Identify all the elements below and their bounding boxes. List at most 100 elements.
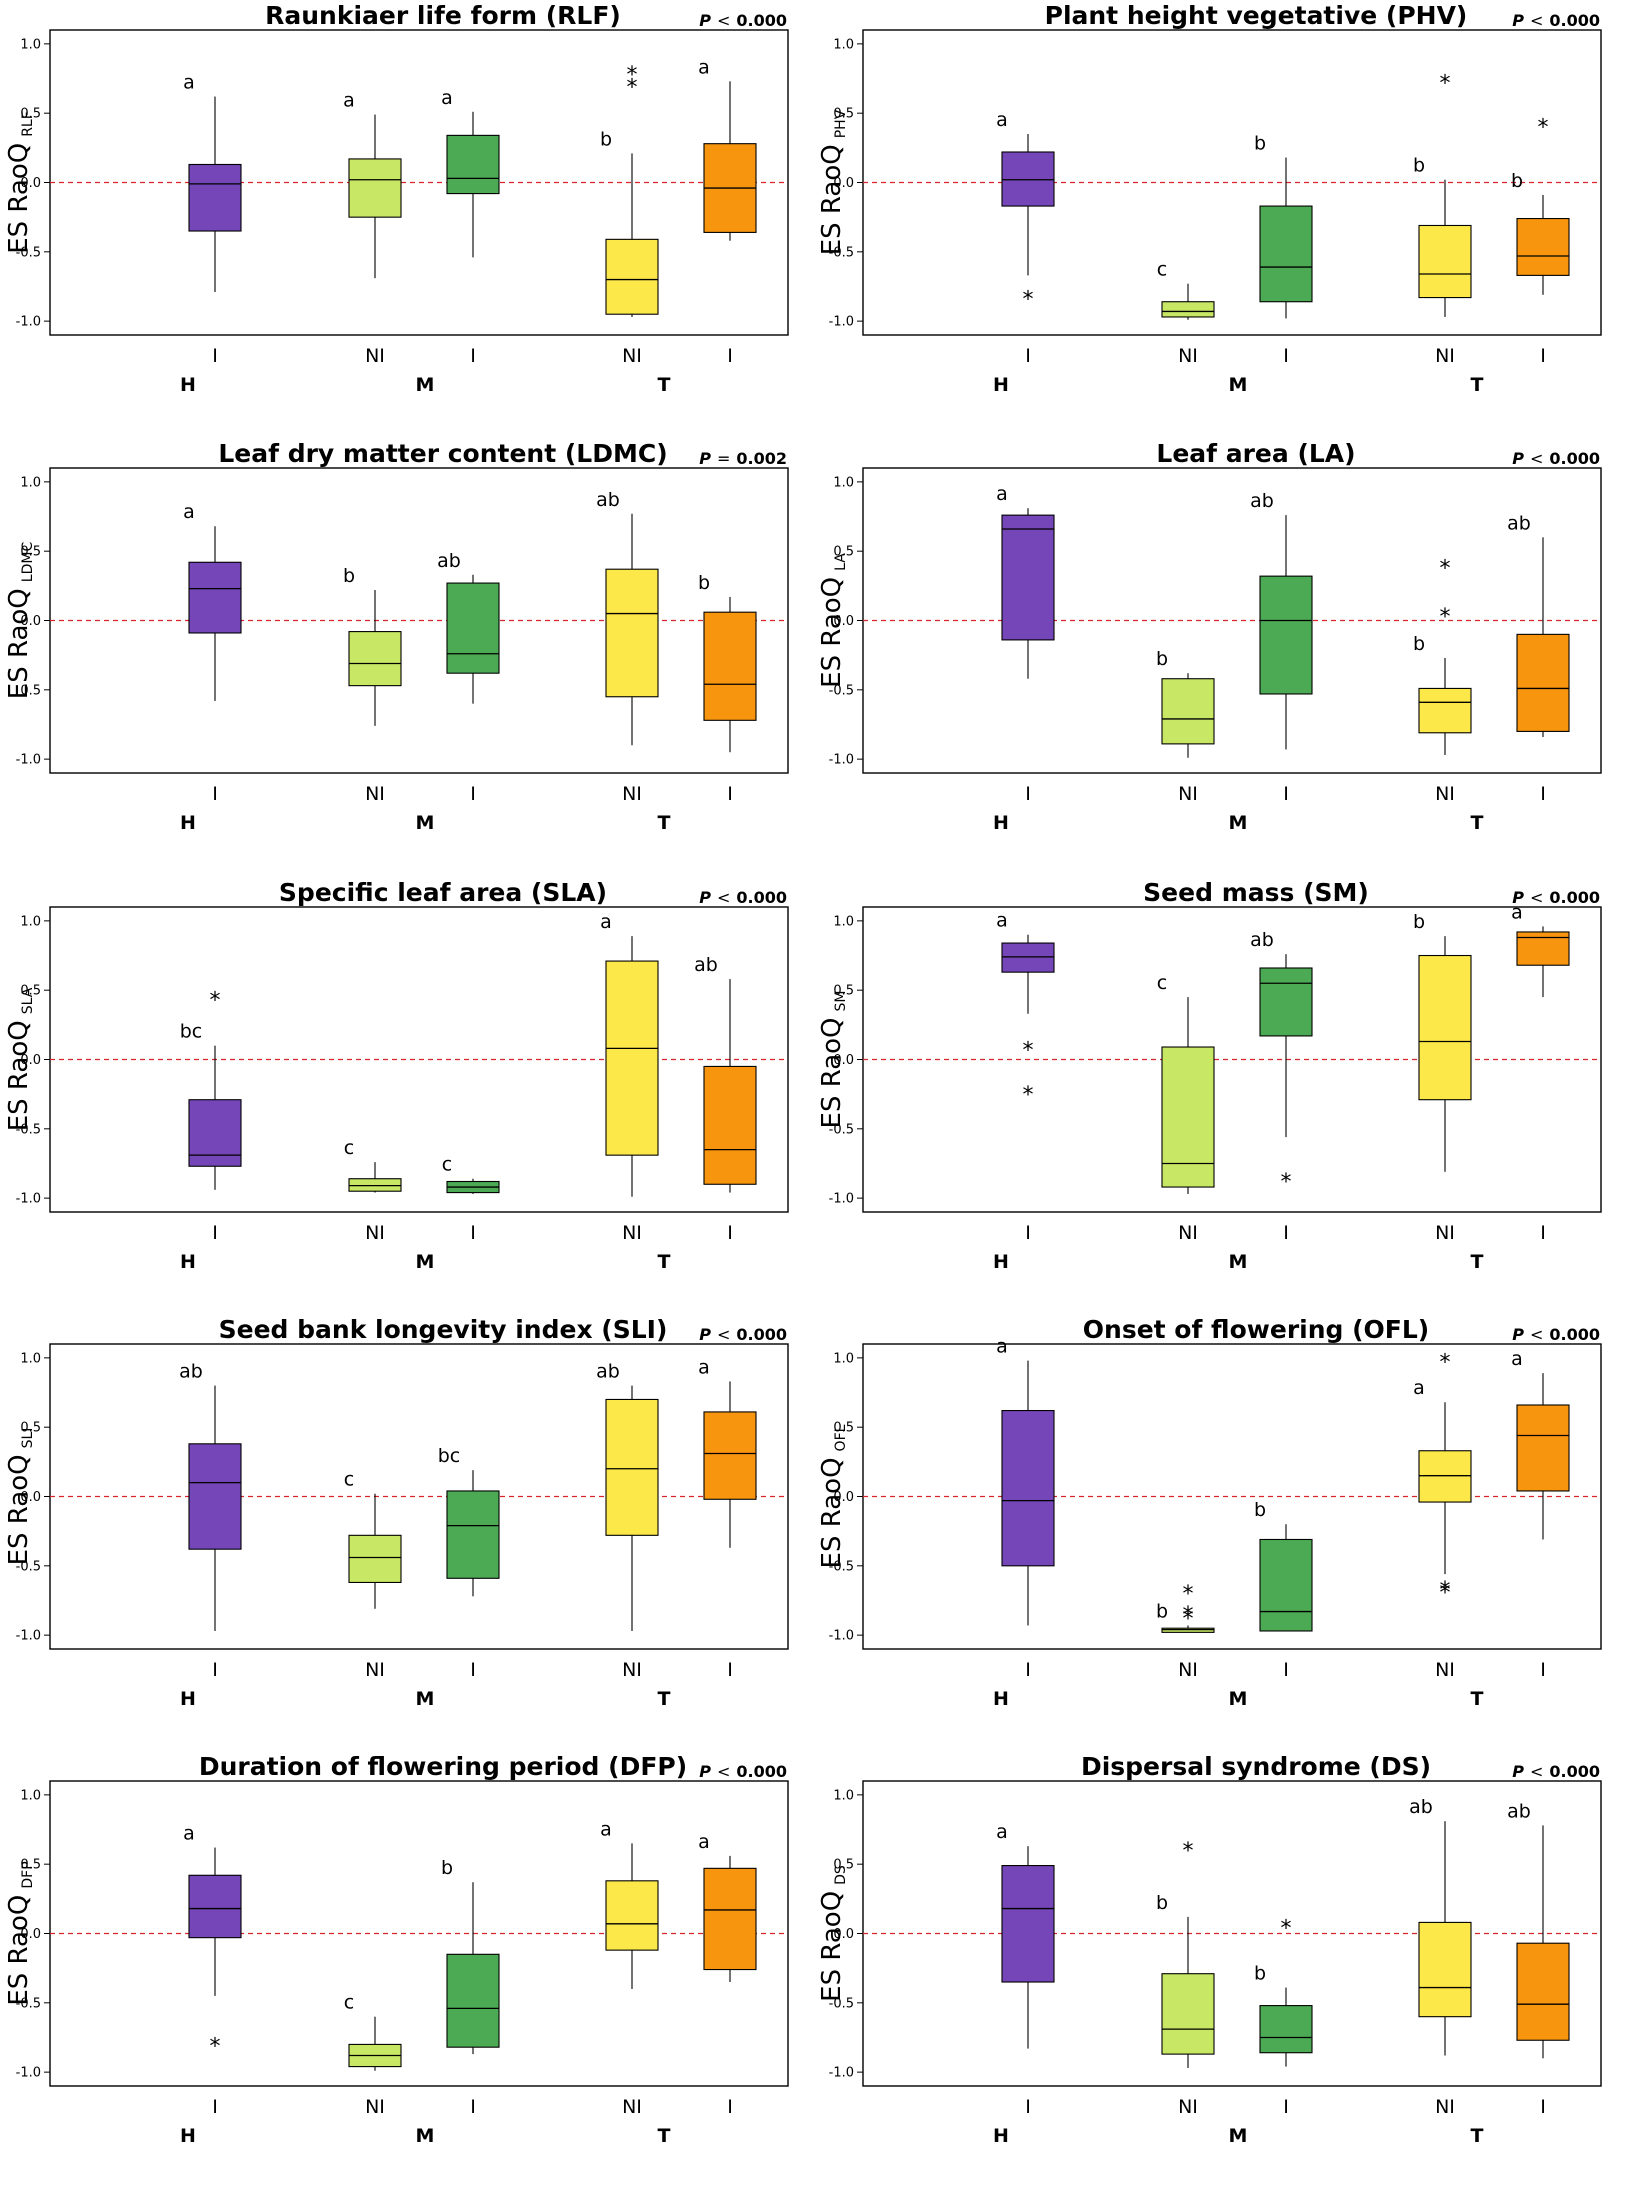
box-body bbox=[1001, 942, 1055, 973]
significance-letter: a bbox=[698, 1831, 710, 1853]
significance-letter: b bbox=[600, 128, 612, 150]
x-tick-label: NI bbox=[365, 783, 385, 805]
p-value-number: 0.000 bbox=[1549, 1762, 1600, 1781]
x-tick-label: I bbox=[1540, 1659, 1546, 1681]
box-body bbox=[188, 1443, 242, 1550]
p-value-number: 0.000 bbox=[736, 1762, 787, 1781]
y-tick-label: -1.0 bbox=[829, 315, 854, 330]
group-label: H bbox=[180, 374, 196, 396]
box-H-I: * bc bbox=[180, 989, 242, 1190]
outlier-marker: * bbox=[1183, 1582, 1194, 1607]
box-body bbox=[1001, 1865, 1055, 1983]
x-tick-label: NI bbox=[1435, 1659, 1455, 1681]
x-tick-label: NI bbox=[1178, 2096, 1198, 2118]
y-axis-label-main: ES RaoQ bbox=[817, 1891, 847, 2002]
p-value: P <0.000 bbox=[699, 1762, 787, 1781]
group-label: T bbox=[1471, 2125, 1484, 2147]
group-label: H bbox=[180, 1688, 196, 1710]
x-tick-label: NI bbox=[622, 345, 642, 367]
p-value-label: P bbox=[1512, 449, 1524, 468]
y-tick-label: 0.0 bbox=[833, 176, 854, 191]
p-value-operator: < bbox=[717, 1325, 730, 1344]
chart-title: Dispersal syndrome (DS) bbox=[1081, 1752, 1431, 1781]
y-axis-label-main: ES RaoQ bbox=[4, 588, 34, 699]
box-body bbox=[605, 1398, 659, 1536]
outlier-marker: * bbox=[1281, 1170, 1292, 1195]
panel-ldmc: Leaf dry matter content (LDMC) P = 0.002 1.0… bbox=[0, 438, 813, 874]
panel-ofl: Onset of flowering (OFL) P <0.000 1.0 0.5 0.0… bbox=[813, 1314, 1626, 1750]
significance-letter: ab bbox=[1409, 1796, 1433, 1818]
significance-letter: b bbox=[1254, 133, 1266, 155]
outlier-marker: * bbox=[1023, 1083, 1034, 1108]
significance-letter: ab bbox=[694, 954, 718, 976]
box-T-I: a bbox=[1511, 1348, 1570, 1540]
y-axis-label-main: ES RaoQ bbox=[817, 1457, 847, 1568]
box-M-I: b bbox=[1254, 133, 1313, 319]
boxplot-svg: Seed bank longevity index (SLI) P <0.000 1.… bbox=[4, 1315, 789, 1710]
panel-sla: Specific leaf area (SLA) P <0.000 1.0 0.5 0.0… bbox=[0, 877, 813, 1313]
boxplot-svg: Raunkiaer life form (RLF) P <0.000 1.0 0.5 0.… bbox=[4, 1, 789, 396]
p-value-operator: < bbox=[1530, 11, 1543, 30]
significance-letter: ab bbox=[596, 489, 620, 511]
y-axis-label-main: ES RaoQ bbox=[817, 577, 847, 688]
group-label: T bbox=[658, 2125, 671, 2147]
boxplot-svg: Dispersal syndrome (DS) P <0.000 1.0 0.5 0.0 -… bbox=[817, 1752, 1602, 2147]
box-T-NI: ***a bbox=[1413, 1351, 1472, 1606]
group-label: T bbox=[1471, 374, 1484, 396]
significance-letter: b bbox=[1413, 911, 1425, 933]
y-axis-label-sub: PHV bbox=[833, 109, 849, 138]
y-tick-label: 1.0 bbox=[20, 1351, 41, 1366]
significance-letter: a bbox=[441, 87, 453, 109]
y-axis-label: ES RaoQ DS bbox=[817, 1865, 849, 2002]
y-axis-label: ES RaoQ LDMC bbox=[4, 542, 36, 700]
box-body bbox=[1161, 301, 1215, 318]
group-label: M bbox=[1229, 812, 1248, 834]
panel-sli: Seed bank longevity index (SLI) P <0.000 1.… bbox=[0, 1314, 813, 1750]
box-body bbox=[348, 1534, 402, 1584]
significance-letter: b bbox=[1413, 633, 1425, 655]
x-tick-label: I bbox=[470, 345, 476, 367]
box-body bbox=[605, 238, 659, 315]
x-tick-label: I bbox=[1283, 2096, 1289, 2118]
chart-title: Plant height vegetative (PHV) bbox=[1045, 1, 1468, 30]
box-T-I: a bbox=[698, 1831, 757, 1983]
x-tick-label: NI bbox=[622, 1659, 642, 1681]
p-value-number: 0.000 bbox=[1549, 449, 1600, 468]
box-H-I: a bbox=[183, 72, 242, 293]
chart-title: Duration of flowering period (DFP) bbox=[199, 1752, 687, 1781]
p-value-label: P bbox=[1512, 1325, 1524, 1344]
y-axis-label: ES RaoQ DFP bbox=[4, 1861, 36, 2005]
box-body bbox=[1259, 967, 1313, 1037]
y-tick-label: 0.5 bbox=[833, 1421, 854, 1436]
group-label: T bbox=[658, 812, 671, 834]
x-tick-label: I bbox=[1025, 2096, 1031, 2118]
group-label: T bbox=[1471, 812, 1484, 834]
outlier-marker: * bbox=[627, 63, 638, 88]
group-label: H bbox=[180, 1251, 196, 1273]
p-value: P <0.000 bbox=[699, 11, 787, 30]
significance-letter: a bbox=[996, 483, 1008, 505]
outlier-marker: * bbox=[1440, 605, 1451, 630]
x-tick-label: I bbox=[727, 2096, 733, 2118]
outlier-marker: * bbox=[1538, 116, 1549, 141]
box-body bbox=[605, 1880, 659, 1951]
box-body bbox=[1161, 1627, 1215, 1633]
p-value-label: P bbox=[699, 11, 711, 30]
box-H-I: a bbox=[996, 1336, 1055, 1626]
box-T-NI: *b bbox=[1413, 71, 1472, 317]
x-tick-label: NI bbox=[365, 1659, 385, 1681]
box-T-I: *b bbox=[1511, 116, 1570, 295]
p-value: P <0.000 bbox=[1512, 1325, 1600, 1344]
group-label: M bbox=[1229, 1688, 1248, 1710]
box-T-NI: ab bbox=[596, 489, 659, 746]
p-value-number: 0.000 bbox=[1549, 888, 1600, 907]
box-body bbox=[446, 1490, 500, 1579]
y-tick-label: -0.5 bbox=[829, 1559, 854, 1574]
y-tick-label: 0.5 bbox=[20, 1421, 41, 1436]
box-M-NI: b bbox=[1156, 648, 1215, 758]
y-axis-label: ES RaoQ SLI bbox=[4, 1428, 36, 1566]
y-tick-label: 0.5 bbox=[833, 1858, 854, 1873]
box-body bbox=[1001, 514, 1055, 641]
p-value-label: P bbox=[1512, 1762, 1524, 1781]
group-label: M bbox=[416, 2125, 435, 2147]
